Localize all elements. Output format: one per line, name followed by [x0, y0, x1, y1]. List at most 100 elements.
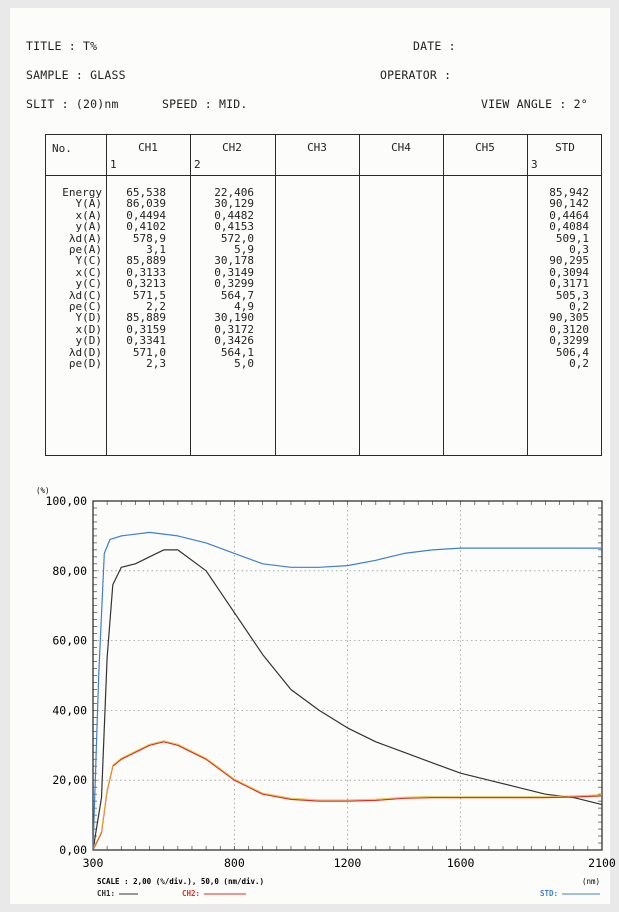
- col-header-std: STD: [555, 141, 575, 154]
- ch2-cell-3: 0,4153: [214, 220, 254, 234]
- std-cell-9: 505,3: [555, 288, 589, 302]
- col-index-std: 3: [531, 158, 538, 171]
- x-tick-label-4: 2100: [588, 856, 616, 870]
- row-label-2: x(A): [75, 208, 103, 222]
- ch2-cell-14: 564,1: [220, 345, 254, 359]
- std-cell-1: 90,142: [549, 197, 589, 211]
- ch2-cell-4: 572,0: [220, 231, 254, 245]
- y-tick-label-1: 20,00: [52, 773, 87, 787]
- scale-text: SCALE : 2,00 (%/div.), 50,0 (nm/div.): [97, 877, 264, 886]
- col-header-ch1: CH1: [138, 141, 158, 154]
- ch2-cell-12: 0,3172: [214, 322, 254, 336]
- ch2-cell-9: 564,7: [220, 288, 254, 302]
- ch1-cell-3: 0,4102: [126, 220, 166, 234]
- row-label-8: y(C): [75, 277, 103, 291]
- ch1-cell-1: 86,039: [126, 197, 166, 211]
- ch2-cell-15: 5,0: [234, 357, 254, 371]
- ch1-cell-12: 0,3159: [126, 322, 166, 336]
- row-label-0: Energy: [62, 186, 102, 199]
- legend-label-1: CH2:: [182, 889, 200, 898]
- std-cell-15: 0,2: [569, 357, 589, 371]
- std-cell-3: 0,4084: [549, 220, 589, 234]
- date-field: DATE :: [413, 39, 456, 53]
- row-label-7: x(C): [75, 265, 103, 279]
- x-axis-ticks: 300 800 1200 1600 2100: [83, 856, 616, 870]
- y-unit-label: (%): [36, 486, 50, 495]
- ch1-cell-13: 0,3341: [126, 334, 166, 348]
- ch2-cell-13: 0,3426: [214, 334, 254, 348]
- series-line-1: [92, 741, 603, 851]
- col-index-ch1: 1: [110, 158, 117, 171]
- series-line-ch2-shadow: [92, 740, 603, 849]
- header-divider: [46, 175, 601, 176]
- y-tick-label-4: 80,00: [52, 564, 87, 578]
- ch2-values: 22,406 30,129 0,4482 0,4153 572,0 5,9 30,178 0,…: [194, 187, 254, 370]
- ch1-cell-9: 571,5: [132, 288, 166, 302]
- ch1-cell-6: 85,889: [126, 254, 166, 268]
- colorimetry-table: No. CH1 CH2 CH3 CH4 CH5 STD 1 2 3 Energy…: [45, 134, 602, 456]
- x-tick-label-1: 800: [224, 856, 245, 870]
- std-cell-0: 85,942: [549, 186, 589, 199]
- series-line-2: [92, 531, 602, 851]
- std-cell-7: 0,3094: [549, 265, 589, 279]
- ch2-cell-8: 0,3299: [214, 277, 254, 291]
- series-line-0: [92, 549, 603, 851]
- col-header-ch3: CH3: [307, 141, 327, 154]
- ch1-cell-8: 0,3213: [126, 277, 166, 291]
- std-cell-6: 90,295: [549, 254, 589, 268]
- y-tick-label-0: 0,00: [59, 843, 87, 857]
- std-cell-11: 90,305: [549, 311, 589, 325]
- ch1-cell-11: 85,889: [126, 311, 166, 325]
- row-label-3: y(A): [75, 220, 103, 234]
- std-cell-10: 0,2: [569, 300, 589, 314]
- ch2-cell-0: 22,406: [214, 186, 254, 199]
- ch1-cell-15: 2,3: [146, 357, 166, 371]
- col-header-ch4: CH4: [391, 141, 411, 154]
- slit-field: SLIT : (20)nm: [26, 97, 119, 111]
- speed-field: SPEED : MID.: [162, 97, 248, 111]
- y-axis-ticks: 0,00 20,00 40,00 60,00 80,00 100,00: [45, 494, 87, 857]
- ch2-cell-1: 30,129: [214, 197, 254, 211]
- ch1-values: 65,538 86,039 0,4494 0,4102 578,9 3,1 85,889 0,…: [110, 187, 166, 370]
- ch2-cell-7: 0,3149: [214, 265, 254, 279]
- no-header: No.: [52, 142, 72, 155]
- ch1-cell-7: 0,3133: [126, 265, 166, 279]
- operator-field: OPERATOR :: [380, 68, 452, 82]
- std-cell-12: 0,3120: [549, 322, 589, 336]
- y-tick-label-5: 100,00: [45, 494, 87, 508]
- ch1-cell-10: 2,2: [146, 300, 166, 314]
- col-index-ch2: 2: [194, 158, 201, 171]
- series-lines: [92, 531, 603, 851]
- ch2-cell-6: 30,178: [214, 254, 254, 268]
- row-label-9: λd(C): [68, 288, 102, 302]
- std-cell-14: 506,4: [555, 345, 589, 359]
- legend-label-0: CH1:: [97, 889, 115, 898]
- ch2-cell-11: 30,190: [214, 311, 254, 325]
- std-cell-5: 0,3: [569, 243, 589, 257]
- ch2-cell-10: 4,9: [234, 300, 254, 314]
- row-labels: Energy Y(A) x(A) y(A) λd(A) ρe(A) Y(C) x(C) y(C)…: [50, 187, 102, 370]
- ch2-cell-5: 5,9: [234, 243, 254, 257]
- title-field: TITLE : T%: [26, 39, 98, 53]
- ch1-cell-4: 578,9: [132, 231, 166, 245]
- ch1-cell-2: 0,4494: [126, 208, 166, 222]
- x-tick-label-2: 1200: [334, 856, 362, 870]
- std-values: 85,942 90,142 0,4464 0,4084 509,1 0,3 90,295 0,…: [531, 187, 589, 370]
- row-label-15: ρe(D): [68, 357, 102, 371]
- paper-sheet: [10, 8, 610, 904]
- std-cell-8: 0,3171: [549, 277, 589, 291]
- std-cell-4: 509,1: [555, 231, 589, 245]
- ch1-cell-5: 3,1: [146, 243, 166, 257]
- row-label-14: λd(D): [68, 345, 102, 359]
- row-label-1: Y(A): [75, 197, 103, 211]
- row-label-11: Y(D): [75, 311, 103, 325]
- x-unit-label: (nm): [582, 877, 600, 886]
- row-label-6: Y(C): [75, 254, 103, 268]
- x-tick-label-3: 1600: [447, 856, 475, 870]
- row-label-12: x(D): [75, 322, 103, 336]
- std-cell-13: 0,3299: [549, 334, 589, 348]
- y-tick-label-3: 60,00: [52, 634, 87, 648]
- col-header-ch5: CH5: [475, 141, 495, 154]
- row-label-4: λd(A): [68, 231, 102, 245]
